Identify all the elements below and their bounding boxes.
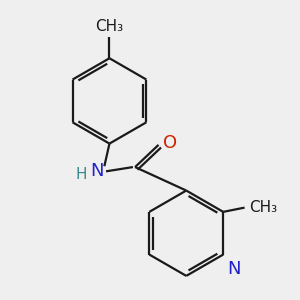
Text: CH₃: CH₃ xyxy=(249,200,277,215)
Text: H: H xyxy=(76,167,88,182)
Text: N: N xyxy=(90,162,104,180)
Text: O: O xyxy=(163,134,177,152)
Text: CH₃: CH₃ xyxy=(95,19,124,34)
Text: N: N xyxy=(227,260,241,278)
